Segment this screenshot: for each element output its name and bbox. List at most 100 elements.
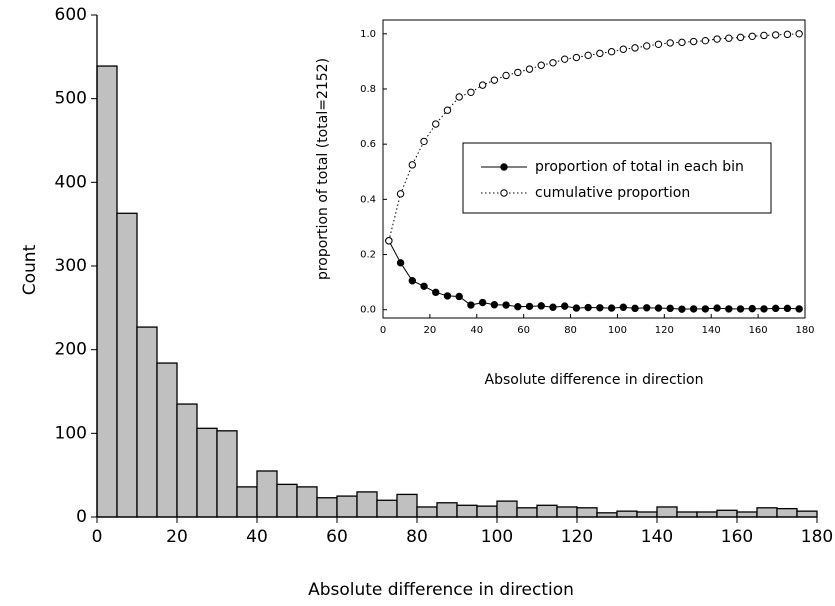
point	[420, 137, 428, 146]
point	[443, 292, 452, 300]
point	[760, 305, 768, 313]
bar	[376, 499, 398, 518]
y-tick-label: 0.4	[360, 194, 376, 205]
x-tick-label: 100	[608, 325, 627, 336]
x-tick-label: 180	[795, 325, 814, 336]
legend-box	[462, 142, 772, 214]
x-tick-label: 20	[166, 527, 188, 547]
point	[455, 93, 463, 101]
point	[525, 65, 534, 73]
y-tick-label: 400	[55, 172, 87, 192]
point	[631, 44, 639, 52]
point	[560, 302, 569, 310]
x-tick-label: 100	[481, 527, 513, 547]
point	[783, 304, 792, 313]
y-tick-label: 300	[55, 256, 87, 276]
legend-marker	[500, 189, 508, 197]
bar	[416, 506, 438, 518]
x-tick-label: 120	[655, 325, 674, 336]
point	[478, 298, 487, 307]
y-tick-label: 0.2	[360, 250, 376, 261]
x-axis-label: Absolute difference in direction	[485, 372, 704, 388]
point	[654, 304, 663, 312]
y-axis-label: proportion of total (total=2152)	[315, 58, 331, 280]
bar	[756, 507, 778, 518]
point	[619, 303, 628, 311]
point	[596, 49, 604, 58]
bar	[296, 486, 318, 518]
y-tick-label: 100	[55, 423, 87, 443]
point	[514, 68, 522, 77]
y-tick-label: 500	[55, 89, 87, 109]
x-tick-label: 40	[246, 527, 268, 547]
bar	[236, 486, 258, 518]
point	[713, 304, 721, 312]
point	[783, 30, 792, 39]
point	[678, 38, 686, 47]
y-tick-label: 0.6	[360, 139, 376, 150]
point	[549, 303, 557, 311]
point	[689, 37, 698, 46]
bar	[716, 509, 738, 518]
point	[748, 32, 756, 40]
point	[443, 106, 452, 114]
bar	[696, 511, 718, 518]
point	[643, 304, 651, 312]
x-tick-label: 60	[326, 527, 348, 547]
point	[771, 31, 780, 39]
point	[432, 288, 440, 297]
y-tick-label: 600	[55, 5, 87, 25]
x-tick-label: 80	[564, 325, 577, 336]
x-tick-label: 40	[470, 325, 483, 336]
point	[502, 301, 510, 309]
bar	[356, 491, 378, 518]
point	[560, 55, 569, 63]
bar	[636, 511, 658, 518]
point	[584, 51, 592, 60]
bar	[316, 497, 338, 518]
y-tick-label: 1.0	[360, 29, 376, 40]
bar	[556, 506, 578, 518]
point	[771, 304, 780, 313]
point	[537, 302, 545, 310]
bar	[456, 504, 478, 518]
point	[420, 282, 428, 290]
x-tick-label: 160	[721, 527, 753, 547]
point	[584, 303, 592, 312]
point	[795, 30, 803, 38]
x-tick-label: 0	[92, 527, 103, 547]
point	[514, 302, 522, 311]
point	[537, 61, 545, 69]
series-line	[388, 33, 800, 241]
point	[408, 161, 417, 169]
x-tick-label: 140	[641, 527, 673, 547]
point	[725, 305, 733, 313]
bar	[156, 362, 178, 518]
point	[408, 277, 417, 285]
point	[396, 190, 405, 198]
point	[607, 48, 616, 56]
point	[713, 35, 721, 43]
bar	[436, 502, 458, 518]
point	[725, 34, 733, 42]
point	[502, 71, 510, 80]
legend-label: proportion of total in each bin	[535, 159, 744, 175]
point	[490, 76, 499, 84]
point	[701, 36, 710, 45]
bar	[256, 470, 278, 518]
point	[631, 304, 639, 313]
x-tick-label: 20	[424, 325, 437, 336]
x-tick-label: 120	[561, 527, 593, 547]
y-tick-label: 0	[76, 507, 87, 527]
point	[432, 120, 440, 128]
x-tick-label: 60	[517, 325, 530, 336]
bar	[616, 510, 638, 518]
point	[678, 305, 686, 313]
bar	[96, 65, 118, 518]
point	[654, 40, 663, 48]
x-tick-label: 160	[749, 325, 768, 336]
bar	[676, 511, 698, 518]
point	[525, 302, 534, 311]
bar	[536, 504, 558, 518]
x-tick-label: 80	[406, 527, 428, 547]
